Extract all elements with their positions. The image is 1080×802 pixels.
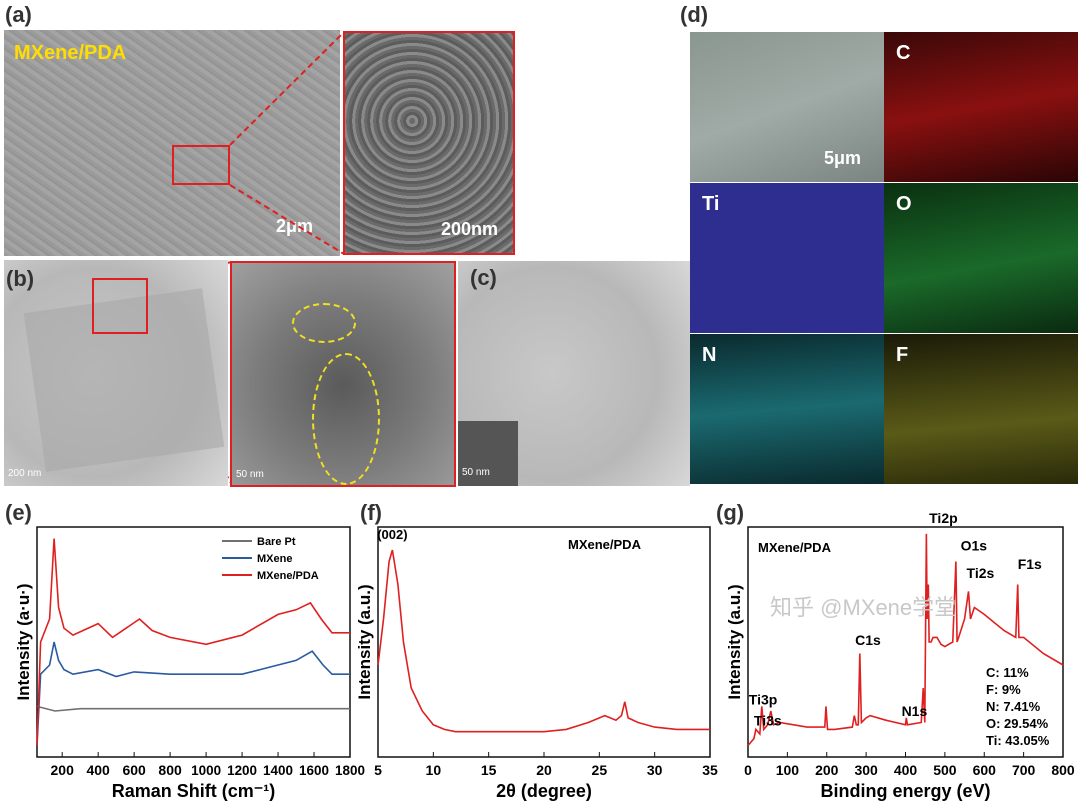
element-label: C [896,42,911,64]
x-tick-label: 500 [933,762,957,778]
legend-entry: Bare Pt [257,536,296,548]
x-tick-label: 35 [702,762,718,778]
peak-label: Ti3p [749,692,778,708]
series-line [747,533,1064,747]
scale-bar-label: 50 nm [236,469,264,480]
legend-entry: MXene [257,553,292,565]
peak-label: O1s [961,538,988,554]
peak-label: C1s [855,632,881,648]
panel-label-a: (a) [5,2,32,27]
panel-label-g: (g) [716,500,745,525]
panel-label-b: (b) [6,266,35,291]
x-tick-label: 25 [592,762,608,778]
series-line [36,705,350,712]
element-label: Ti [702,193,720,215]
scale-bar-label: 5μm [824,148,862,168]
series-line [36,538,350,746]
x-axis-label: 2θ (degree) [496,781,592,801]
x-tick-label: 600 [122,762,146,778]
x-tick-label: 15 [481,762,497,778]
sample-caption: MXene/PDA [14,42,127,64]
composition-entry: C: 11% [986,665,1029,680]
composition-entry: F: 9% [986,682,1021,697]
highlight-ellipse [312,353,380,485]
eds-sem-image: 5μm [690,32,884,182]
composition-entry: Ti: 43.05% [986,733,1050,748]
element-label: O [896,193,912,215]
x-tick-label: 1000 [191,762,221,778]
eds-map-o: O [884,183,1078,333]
panel-label-c: (c) [470,265,497,290]
tem-image-main: (b) 200 nm [4,260,228,486]
panel-label-f: (f) [360,500,382,525]
chart-title: MXene/PDA [568,537,642,552]
peak-label: Ti3s [754,712,782,728]
scale-bar-label: 200 nm [8,468,42,479]
x-tick-label: 1600 [299,762,329,778]
x-tick-label: 200 [815,762,839,778]
composition-entry: O: 29.54% [986,716,1049,731]
x-tick-label: 30 [647,762,663,778]
x-tick-label: 20 [536,762,552,778]
chart-title: MXene/PDA [758,540,832,555]
element-label: F [896,344,909,366]
x-tick-label: 5 [374,762,382,778]
panel-label-d: (d) [680,2,709,27]
eds-map-f: F [884,334,1078,484]
zoom-region-box [172,145,230,185]
x-axis-label: Binding energy (eV) [820,781,990,801]
x-tick-label: 0 [744,762,752,778]
zoom-region-box [92,278,148,334]
scale-bar-label: 2μm [276,216,314,236]
eds-map-ti: Ti [690,183,884,333]
eds-map-n: N [690,334,884,484]
x-tick-label: 300 [854,762,878,778]
x-tick-label: 800 [158,762,182,778]
peak-label: (002) [377,527,407,542]
tem-image-inset: 50 nm [230,261,456,487]
x-tick-label: 800 [1051,762,1075,778]
sem-image-inset: 200nm [343,31,515,255]
x-tick-label: 1400 [263,762,293,778]
legend-entry: MXene/PDA [257,570,319,582]
x-tick-label: 1200 [227,762,257,778]
scale-bar-label: 50 nm [462,467,490,478]
series-line [377,549,710,733]
eds-map-c: C [884,32,1078,182]
y-axis-label: Intensity (a.u.) [725,584,744,699]
composition-entry: N: 7.41% [986,699,1041,714]
y-axis-label: Intensity (a.u.) [355,584,374,699]
peak-label: N1s [902,703,928,719]
plot-frame [377,526,711,758]
watermark: 知乎 @MXene学堂 [770,595,957,620]
panel-label-e: (e) [5,500,32,525]
x-tick-label: 10 [426,762,442,778]
peak-label: F1s [1018,556,1042,572]
x-tick-label: 400 [894,762,918,778]
y-axis-label: Intensity (a·u·) [14,583,33,700]
x-axis-label: Raman Shift (cm⁻¹) [112,781,276,801]
element-label: N [702,344,717,366]
x-tick-label: 200 [51,762,75,778]
x-tick-label: 1800 [335,762,365,778]
peak-label: Ti2s [967,565,995,581]
x-tick-label: 100 [776,762,800,778]
x-tick-label: 700 [1012,762,1036,778]
series-line [36,641,350,746]
x-tick-label: 600 [973,762,997,778]
plot-frame [36,526,351,758]
tem-image-c: (c) 50 nm [458,261,690,486]
x-tick-label: 400 [86,762,110,778]
peak-label: Ti2p [929,510,958,526]
highlight-ellipse [292,303,356,343]
scale-bar-label: 200nm [441,219,499,239]
